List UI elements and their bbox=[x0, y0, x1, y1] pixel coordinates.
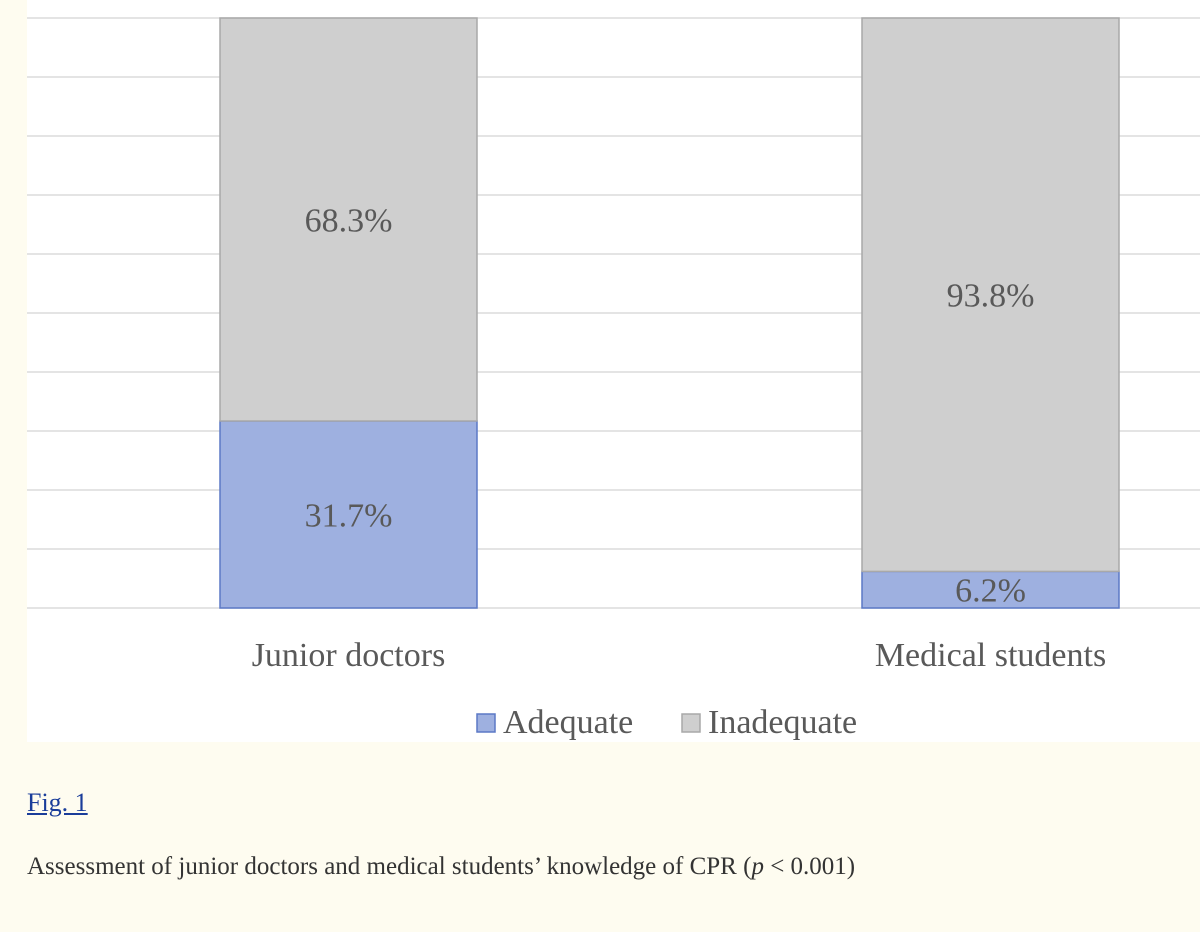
data-label-inadequate-1: 93.8% bbox=[947, 278, 1035, 315]
data-labels: 31.7% 68.3% 6.2% 93.8% bbox=[305, 202, 1035, 609]
bar-inadequate-0 bbox=[219, 17, 478, 422]
caption-rest-text: < 0.001) bbox=[763, 853, 856, 880]
figure-caption: Assessment of junior doctors and medical… bbox=[27, 853, 855, 881]
bars bbox=[219, 17, 1120, 609]
legend-label-inadequate: Inadequate bbox=[708, 704, 857, 741]
legend-swatch-inadequate bbox=[681, 713, 701, 733]
data-label-adequate-0: 31.7% bbox=[305, 497, 393, 534]
data-label-adequate-1: 6.2% bbox=[955, 573, 1026, 610]
caption-p-variable: p bbox=[751, 853, 764, 880]
legend: Adequate Inadequate bbox=[476, 704, 857, 741]
stacked-bar-chart: 31.7% 68.3% 6.2% 93.8% Junior doctors Medica… bbox=[27, 17, 1200, 741]
bar-adequate-1 bbox=[861, 570, 1120, 609]
x-tick-label-0: Junior doctors bbox=[252, 637, 446, 674]
chart-panel: 31.7% 68.3% 6.2% 93.8% Junior doctors Medica… bbox=[27, 0, 1200, 742]
x-axis-tick-labels: Junior doctors Medical students bbox=[252, 637, 1106, 674]
legend-label-adequate: Adequate bbox=[503, 704, 633, 741]
legend-swatch-adequate bbox=[476, 713, 496, 733]
bar-adequate-0 bbox=[219, 420, 478, 609]
caption-main-text: Assessment of junior doctors and medical… bbox=[27, 853, 752, 880]
figure-link[interactable]: Fig. 1 bbox=[27, 788, 88, 817]
x-tick-label-1: Medical students bbox=[875, 637, 1106, 674]
bar-inadequate-1 bbox=[861, 17, 1120, 573]
data-label-inadequate-0: 68.3% bbox=[305, 202, 393, 239]
